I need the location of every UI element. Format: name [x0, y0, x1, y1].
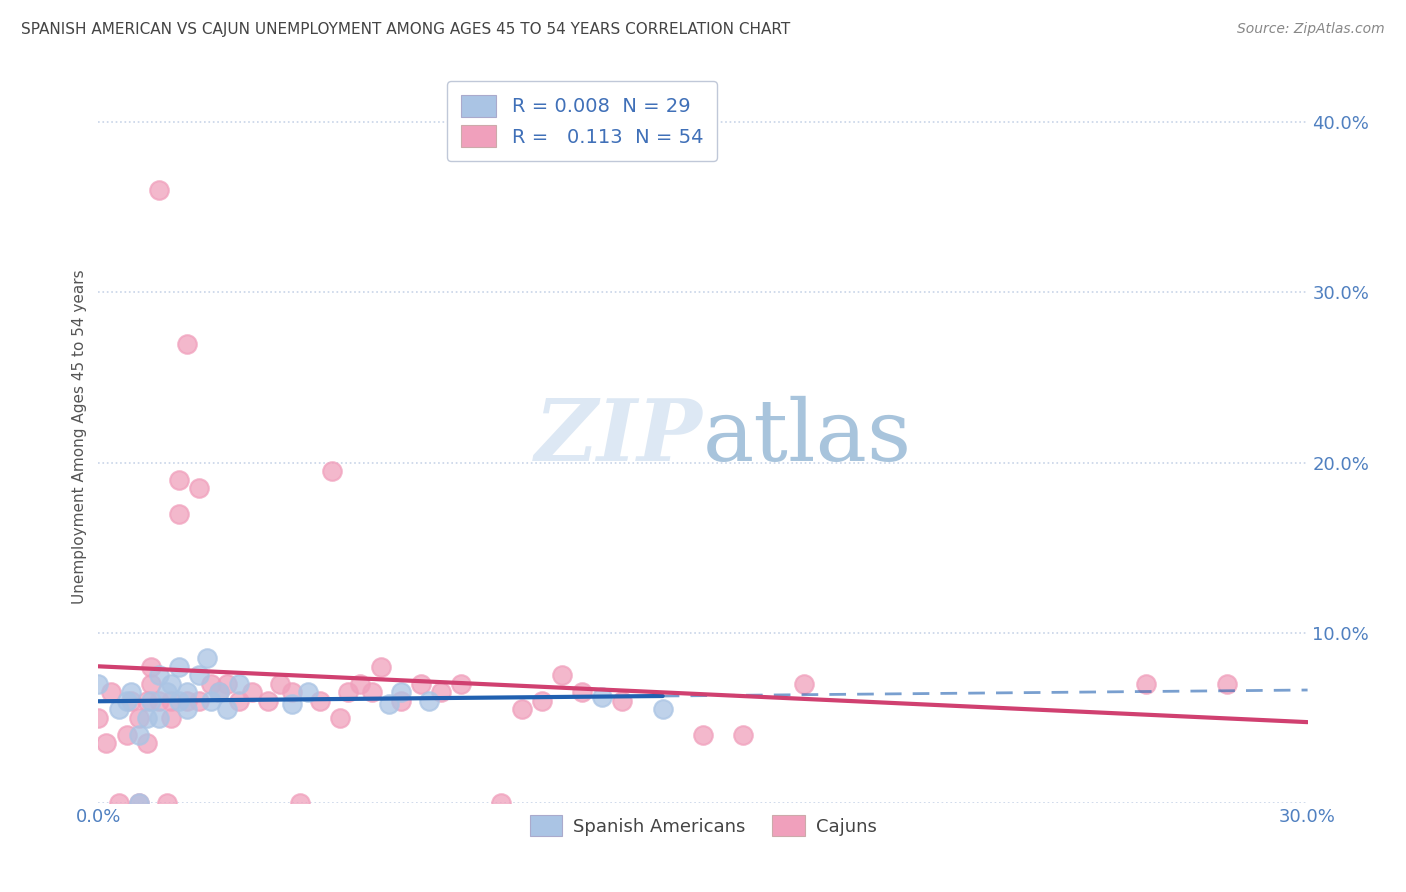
Point — [160, 711, 183, 725]
Point — [160, 694, 183, 708]
Point — [115, 694, 138, 708]
Point — [139, 659, 162, 673]
Point — [128, 796, 150, 810]
Point — [188, 668, 211, 682]
Point — [160, 677, 183, 691]
Point — [107, 796, 129, 810]
Point — [208, 685, 231, 699]
Point — [200, 694, 222, 708]
Point — [100, 685, 122, 699]
Point — [176, 336, 198, 351]
Point — [120, 685, 142, 699]
Point — [571, 685, 593, 699]
Point — [692, 728, 714, 742]
Point — [87, 711, 110, 725]
Point — [337, 685, 360, 699]
Point — [256, 694, 278, 708]
Point — [793, 677, 815, 691]
Point — [591, 690, 613, 705]
Point — [195, 651, 218, 665]
Point — [228, 694, 250, 708]
Point — [450, 677, 472, 691]
Point — [281, 685, 304, 699]
Point — [430, 685, 453, 699]
Point — [139, 694, 162, 708]
Point — [389, 694, 412, 708]
Point — [377, 697, 399, 711]
Point — [135, 711, 157, 725]
Point — [297, 685, 319, 699]
Point — [491, 796, 513, 810]
Point — [418, 694, 440, 708]
Text: Source: ZipAtlas.com: Source: ZipAtlas.com — [1237, 22, 1385, 37]
Point — [128, 711, 150, 725]
Point — [188, 481, 211, 495]
Point — [1135, 677, 1157, 691]
Text: SPANISH AMERICAN VS CAJUN UNEMPLOYMENT AMONG AGES 45 TO 54 YEARS CORRELATION CHA: SPANISH AMERICAN VS CAJUN UNEMPLOYMENT A… — [21, 22, 790, 37]
Point — [128, 796, 150, 810]
Point — [176, 694, 198, 708]
Point — [135, 736, 157, 750]
Point — [167, 473, 190, 487]
Point — [551, 668, 574, 682]
Point — [612, 694, 634, 708]
Point — [167, 694, 190, 708]
Point — [148, 183, 170, 197]
Point — [156, 796, 179, 810]
Point — [96, 736, 118, 750]
Point — [228, 677, 250, 691]
Point — [135, 694, 157, 708]
Point — [349, 677, 371, 691]
Text: ZIP: ZIP — [536, 395, 703, 479]
Point — [188, 694, 211, 708]
Point — [269, 677, 291, 691]
Point — [167, 507, 190, 521]
Y-axis label: Unemployment Among Ages 45 to 54 years: Unemployment Among Ages 45 to 54 years — [72, 269, 87, 605]
Point — [510, 702, 533, 716]
Legend: Spanish Americans, Cajuns: Spanish Americans, Cajuns — [520, 806, 886, 845]
Point — [200, 677, 222, 691]
Point — [329, 711, 352, 725]
Point — [148, 711, 170, 725]
Point — [1216, 677, 1239, 691]
Point — [409, 677, 432, 691]
Point — [107, 702, 129, 716]
Point — [651, 702, 673, 716]
Point — [370, 659, 392, 673]
Point — [87, 677, 110, 691]
Point — [281, 697, 304, 711]
Point — [148, 694, 170, 708]
Point — [217, 702, 239, 716]
Point — [321, 464, 343, 478]
Point — [361, 685, 384, 699]
Point — [176, 702, 198, 716]
Point — [217, 677, 239, 691]
Point — [128, 728, 150, 742]
Point — [309, 694, 332, 708]
Point — [389, 685, 412, 699]
Point — [139, 677, 162, 691]
Point — [156, 685, 179, 699]
Point — [148, 668, 170, 682]
Point — [240, 685, 263, 699]
Point — [115, 728, 138, 742]
Point — [208, 685, 231, 699]
Point — [167, 659, 190, 673]
Point — [530, 694, 553, 708]
Point — [288, 796, 311, 810]
Point — [176, 685, 198, 699]
Point — [120, 694, 142, 708]
Point — [733, 728, 755, 742]
Text: atlas: atlas — [703, 395, 912, 479]
